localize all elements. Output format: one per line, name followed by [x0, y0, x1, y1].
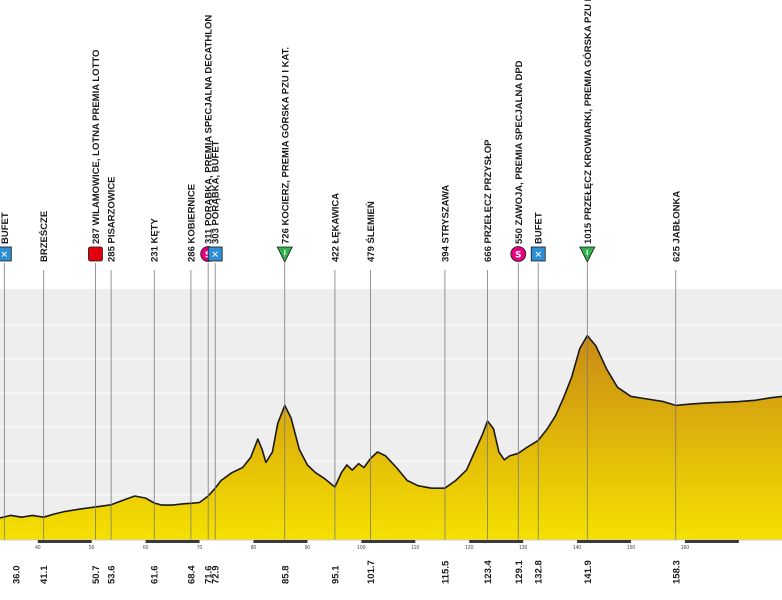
- marker-label: BUFET: [0, 212, 11, 244]
- elevation-area: [0, 335, 782, 540]
- marker-label: 311 PORĄBKA, PREMIA SPECJALNA DECATHLON: [204, 15, 215, 244]
- marker-label: 550 ZAWOJA, PREMIA SPECJALNA DPD: [514, 60, 525, 244]
- scale-tick-label: 40: [35, 545, 41, 551]
- marker-label: 1015 PRZEŁĘCZ KROWIARKI, PREMIA GÓRSKA P…: [582, 0, 594, 244]
- mountain-category-glyph: I: [283, 249, 286, 257]
- marker-label: 625 JABŁONKA: [671, 191, 682, 262]
- marker-label: 285 PISARZOWICE: [107, 176, 118, 262]
- bonus-sprint-icon: [88, 246, 103, 262]
- distance-scale-bar: [37, 540, 739, 543]
- feed-zone-icon: [207, 246, 223, 262]
- scale-tick-label: 100: [357, 545, 366, 551]
- km-label: 115.5: [440, 560, 451, 584]
- feed-zone-icon: [0, 246, 12, 262]
- km-label: 72.9: [211, 566, 222, 585]
- scale-segment: [37, 540, 92, 543]
- special-sprint-icon: [510, 246, 527, 262]
- scale-tick-label: 60: [143, 545, 149, 551]
- marker-label: 479 ŚLEMIEŃ: [365, 201, 377, 262]
- km-label: 101.7: [366, 560, 377, 584]
- km-label: 158.3: [671, 560, 682, 584]
- marker-label: BRZEŚCZE: [38, 211, 50, 262]
- scale-segment: [577, 540, 631, 543]
- distance-scale-labels: 40 50 60 70 80 90 100 110 120 130 140 150 160: [35, 545, 689, 551]
- km-label: 68.4: [186, 565, 197, 584]
- scale-tick-label: 140: [573, 545, 582, 551]
- km-label: 85.8: [280, 566, 291, 585]
- scale-segment: [469, 540, 524, 543]
- feed-zone-icon: [530, 246, 546, 262]
- scale-segment: [253, 540, 308, 543]
- marker-label: BUFET: [534, 212, 545, 244]
- scale-tick-label: 90: [305, 545, 311, 551]
- km-label: 129.1: [514, 560, 525, 584]
- marker-label: 422 ŁĘKAWICA: [330, 193, 341, 262]
- feed-zone-glyph: ✕: [1, 250, 9, 260]
- marker-label: 726 KOCIERZ, PREMIA GÓRSKA PZU I KAT.: [279, 47, 291, 244]
- marker-icons: ✕S✕IS✕I: [0, 246, 596, 263]
- km-label: 71.6: [204, 566, 215, 585]
- marker-distance-labels: 36.0 41.1 50.7 53.6 61.6 68.4 71.672.9 85.8 95.1…: [12, 560, 683, 584]
- km-label: 53.6: [107, 566, 118, 585]
- km-label: 95.1: [330, 565, 341, 584]
- mountain-classification-icon: [276, 246, 293, 263]
- scale-tick-label: 120: [465, 545, 474, 551]
- km-label: 41.1: [39, 565, 50, 584]
- scale-segment: [361, 540, 416, 543]
- feed-zone-glyph: ✕: [211, 250, 219, 260]
- km-label: 50.7: [91, 566, 102, 585]
- scale-tick-label: 80: [251, 545, 257, 551]
- marker-label: 231 KĘTY: [150, 218, 161, 262]
- scale-tick-label: 70: [197, 545, 203, 551]
- special-sprint-glyph: S: [515, 250, 521, 260]
- elevation-outline: [0, 334, 782, 519]
- mountain-category-glyph: I: [586, 249, 589, 257]
- scale-tick-label: 160: [681, 545, 690, 551]
- mountain-classification-icon: [579, 246, 596, 263]
- marker-labels: BUFET BRZEŚCZE 287 WILAMOWICE, LOTNA PREMI…: [0, 0, 682, 262]
- marker-label: 286 KOBIERNICE: [186, 184, 197, 262]
- scale-segment: [145, 540, 200, 543]
- scale-segment: [684, 540, 739, 543]
- km-label: 123.4: [483, 560, 494, 584]
- scale-tick-label: 150: [627, 545, 636, 551]
- km-label: 61.6: [150, 566, 161, 585]
- scale-tick-label: 50: [89, 545, 95, 551]
- km-label: 132.8: [534, 560, 545, 584]
- marker-label: 394 STRYSZAWA: [440, 185, 451, 262]
- feed-zone-glyph: ✕: [534, 250, 542, 260]
- scale-tick-label: 130: [519, 545, 528, 551]
- marker-guide-lines: [3, 263, 677, 540]
- marker-label: 287 WILAMOWICE, LOTNA PREMIA LOTTO: [91, 50, 102, 244]
- marker-label: 303 PORĄBKA, BUFET: [211, 140, 222, 244]
- marker-label: 666 PRZEŁĘCZ PRZYSŁOP: [483, 139, 494, 262]
- km-label: 36.0: [12, 566, 23, 585]
- scale-tick-label: 110: [411, 545, 419, 551]
- km-label: 141.9: [583, 560, 594, 584]
